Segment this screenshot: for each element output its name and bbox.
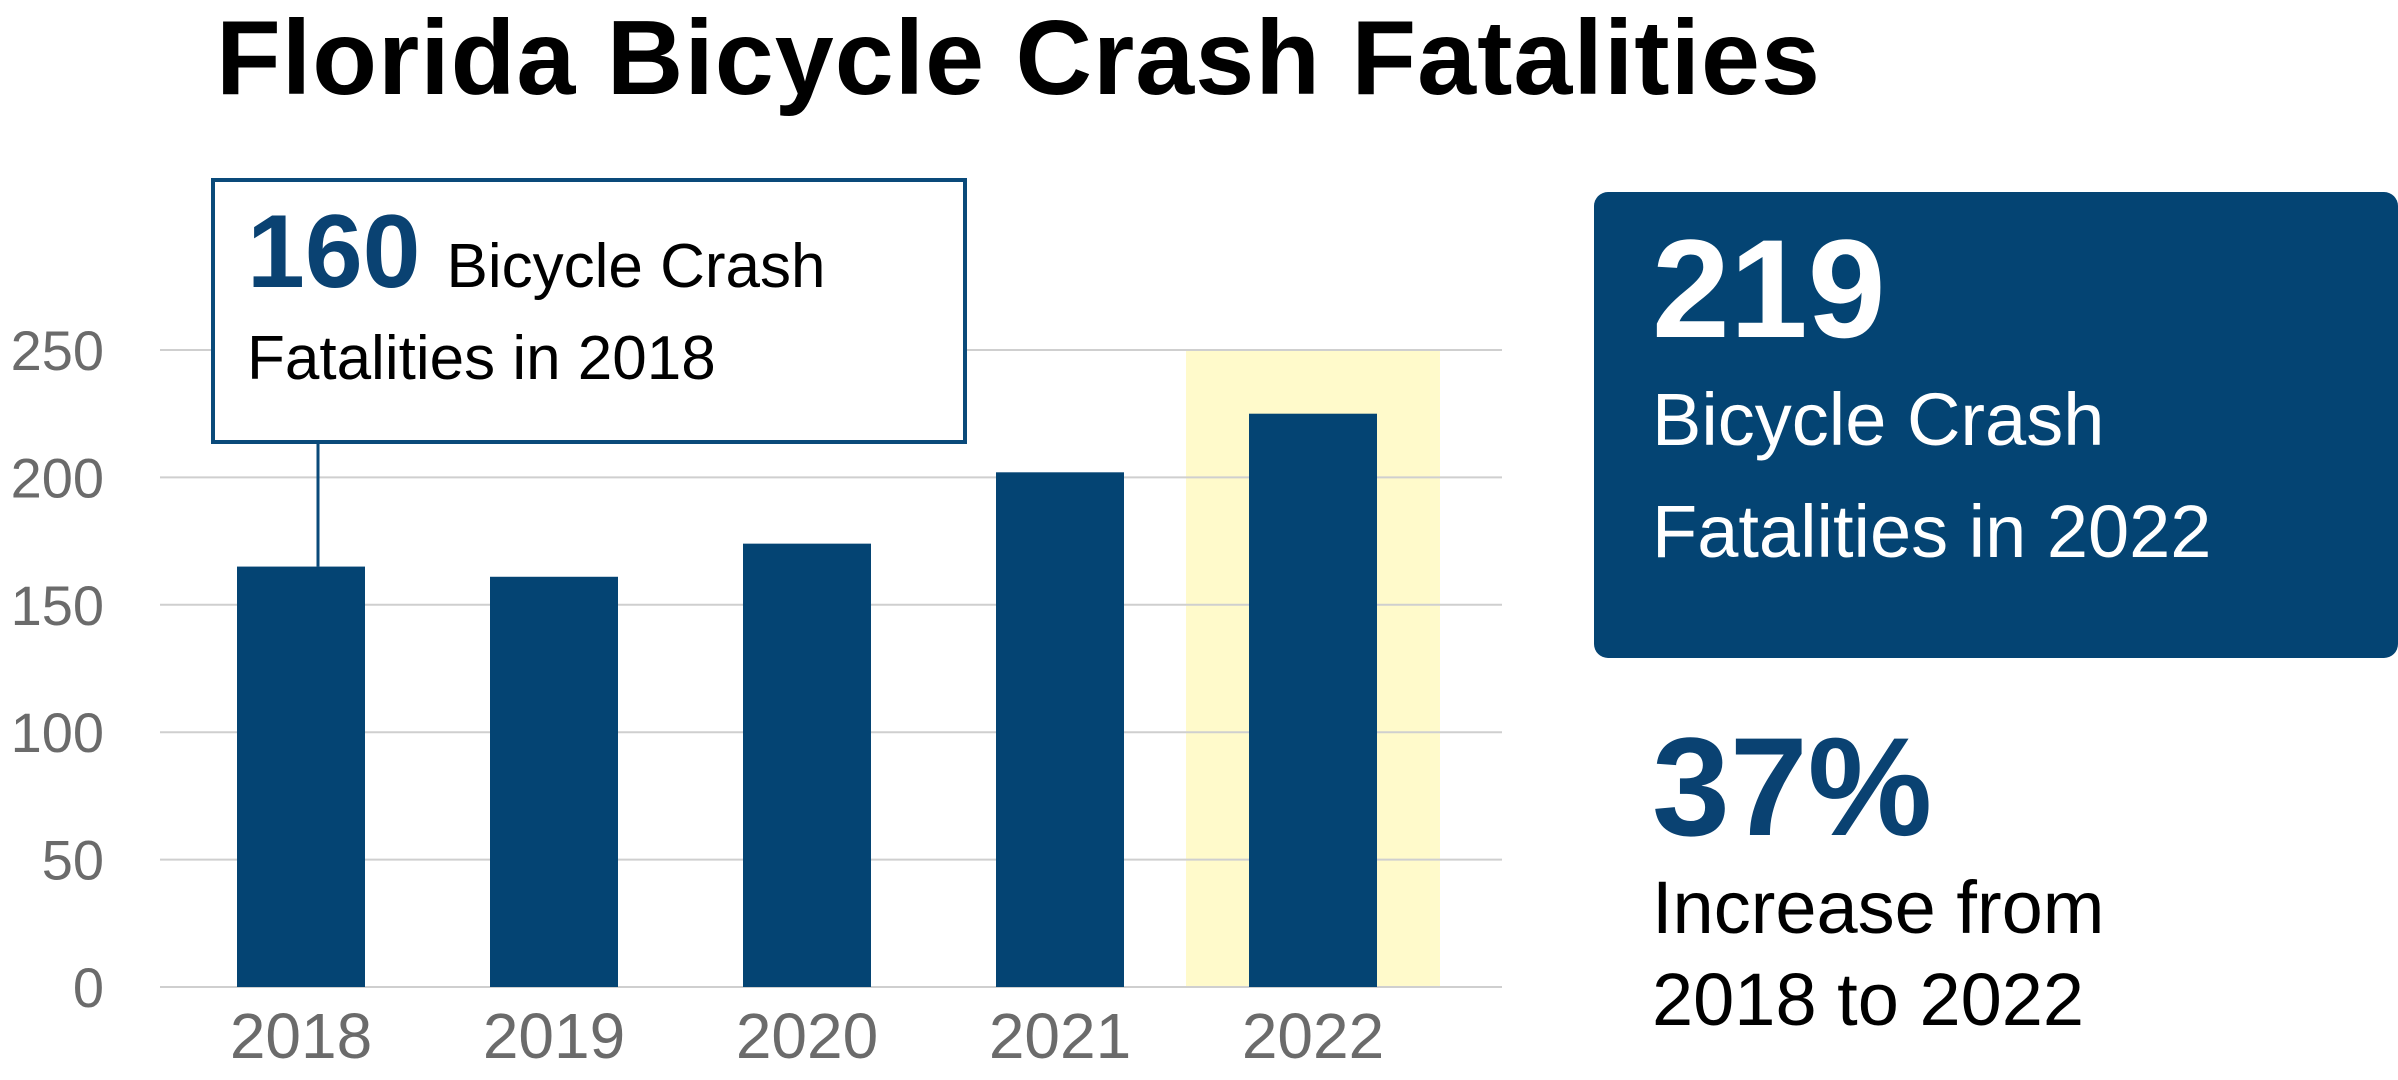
bar-chart: 0 50 100 150 200 250 2018 2019 2020 2021 2022 [11,319,1502,1072]
x-tick-label: 2020 [736,1000,878,1072]
x-tick-label: 2018 [230,1000,372,1072]
y-tick-label: 50 [42,829,104,892]
x-tick-label: 2022 [1242,1000,1384,1072]
stat-card-2022: 219 Bicycle Crash Fatalities in 2022 [1594,192,2398,658]
stat-card-2022-text-line1: Bicycle Crash [1652,378,2105,461]
increase-text-line2: 2018 to 2022 [1652,958,2085,1041]
callout-2018: 160 Bicycle Crash Fatalities in 2018 [211,178,967,444]
y-tick-label: 100 [11,701,104,764]
x-tick-label: 2021 [989,1000,1131,1072]
stat-card-2022-number: 219 [1652,210,1886,367]
bar-2021 [996,472,1124,988]
chart-title: Florida Bicycle Crash Fatalities [216,0,1821,117]
bar-2022 [1249,413,1377,987]
bar-2019 [490,576,618,987]
callout-2018-text-line1: Bicycle Crash [446,232,826,301]
bar-2018 [237,566,365,987]
y-tick-label: 0 [73,956,104,1019]
x-tick-label: 2019 [483,1000,625,1072]
stat-card-2022-text-line2: Fatalities in 2022 [1652,490,2212,573]
increase-text-line1: Increase from [1652,866,2105,949]
y-tick-label: 200 [11,446,104,509]
callout-2018-text-line2: Fatalities in 2018 [247,324,716,393]
increase-stat: 37% Increase from 2018 to 2022 [1652,712,2352,1046]
callout-2018-number: 160 [247,194,421,310]
y-tick-label: 250 [11,319,104,382]
bar-2020 [743,543,871,987]
increase-number: 37% [1652,708,1933,865]
y-tick-label: 150 [11,574,104,637]
